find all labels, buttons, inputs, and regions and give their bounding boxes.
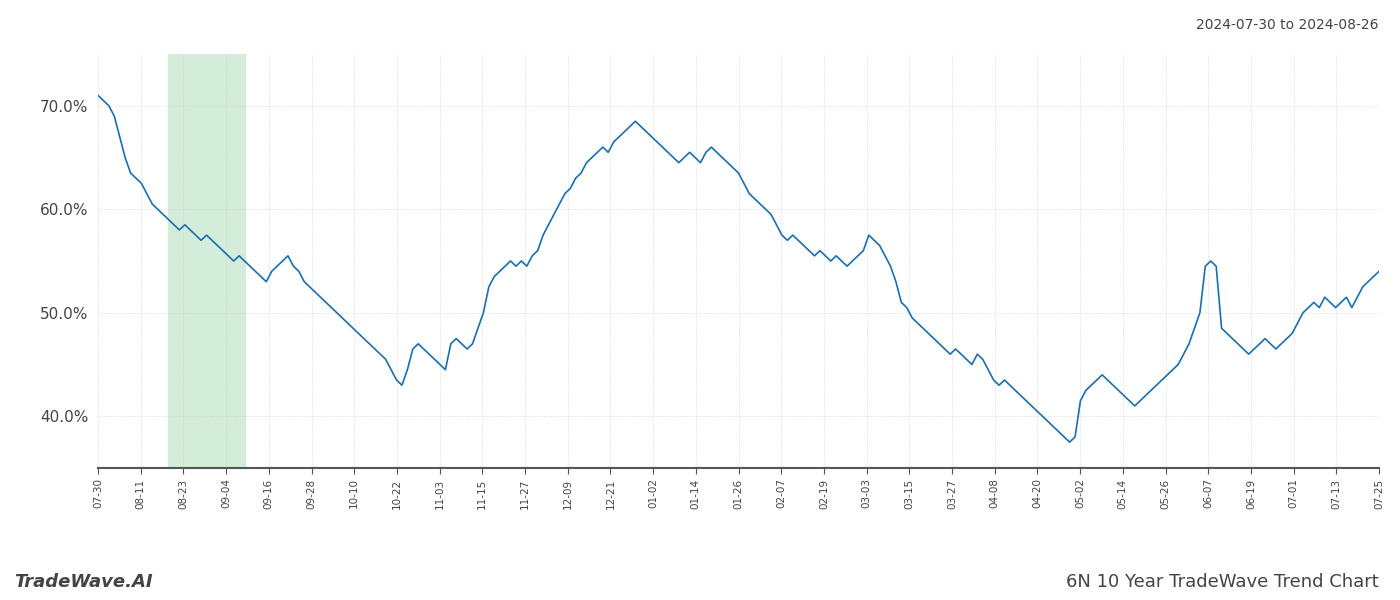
Bar <box>168 54 245 468</box>
Text: 2024-07-30 to 2024-08-26: 2024-07-30 to 2024-08-26 <box>1197 18 1379 32</box>
Text: 6N 10 Year TradeWave Trend Chart: 6N 10 Year TradeWave Trend Chart <box>1067 573 1379 591</box>
Text: TradeWave.AI: TradeWave.AI <box>14 573 153 591</box>
